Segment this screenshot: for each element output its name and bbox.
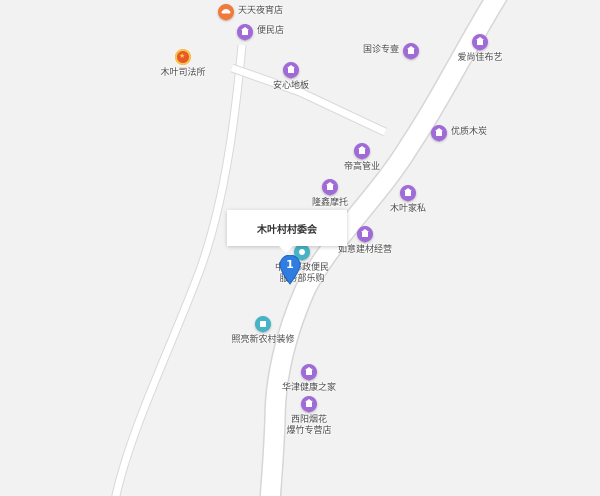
marker-number: 1 <box>286 258 294 271</box>
location-marker-1[interactable]: 1 <box>279 254 301 285</box>
poi-label-line2: 爆竹专营店 <box>286 426 332 436</box>
poi-label: 木叶家私 <box>389 204 427 214</box>
shop-icon <box>431 125 447 142</box>
poi-label: 西阳烟花 爆竹专营店 <box>286 415 331 437</box>
poi-label: 中国邮政便民 服务部乐购 <box>275 263 329 285</box>
poi-label: 国诊专壹 <box>362 45 399 55</box>
shop-icon <box>322 179 338 196</box>
food-icon <box>218 4 234 21</box>
shop-icon <box>472 34 488 51</box>
shop-icon <box>357 226 373 243</box>
shop-icon <box>283 62 299 79</box>
court-emblem-icon: ★ <box>175 49 191 65</box>
poi-label: 安心地板 <box>272 81 310 91</box>
shop-icon <box>237 24 253 41</box>
poi-label: 爱尚佳布艺 <box>457 53 503 63</box>
callout-title: 木叶村村委会 <box>257 225 317 236</box>
poi-label: 隆鑫摩托 <box>311 198 349 208</box>
poi-label: 照亮新农村装修 <box>231 335 295 345</box>
shop-icon <box>403 43 419 60</box>
poi-label-line2: 服务部乐购 <box>279 274 325 284</box>
poi-label: 如意建材经营 <box>337 245 393 255</box>
poi-label: 便民店 <box>257 26 285 36</box>
poi-label: 帝高管业 <box>343 162 381 172</box>
poi-label: 优质木炭 <box>451 127 488 137</box>
poi-label-line1: 西阳烟花 <box>290 415 328 425</box>
shop-icon <box>400 185 416 202</box>
service-icon <box>255 316 271 333</box>
poi-label: 木叶司法所 <box>160 68 206 78</box>
shop-icon <box>301 364 317 381</box>
location-callout[interactable]: 木叶村村委会 <box>227 210 347 253</box>
shop-icon <box>354 143 370 160</box>
shop-icon <box>301 396 317 413</box>
service-icon <box>294 244 310 261</box>
marker-pin-icon <box>279 254 301 285</box>
poi-label: 华津健康之家 <box>281 383 337 393</box>
poi-label: 天天夜宵店 <box>238 6 284 16</box>
poi-label-line1: 中国邮政便民 <box>274 263 330 273</box>
